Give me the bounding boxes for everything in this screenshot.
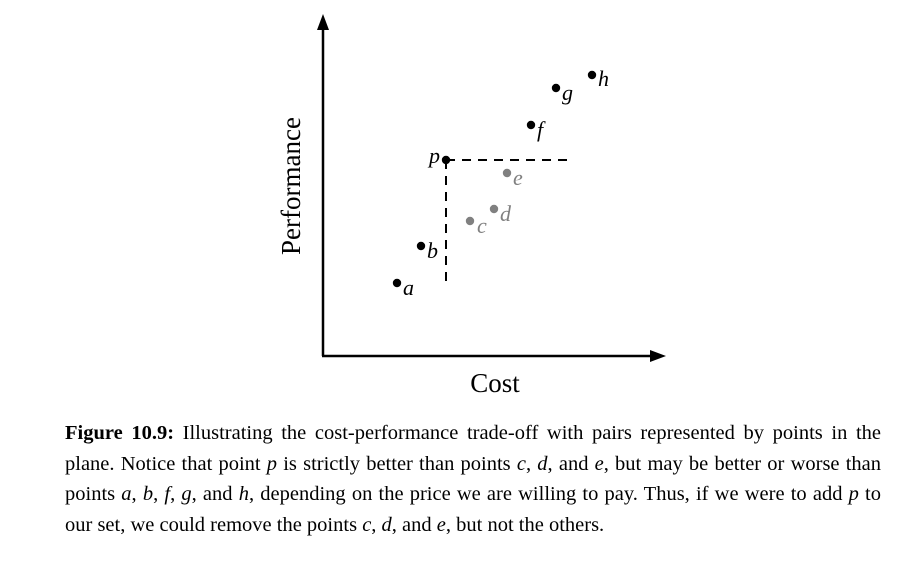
point-f-label: f	[537, 117, 546, 142]
x-axis-label: Cost	[470, 368, 520, 398]
caption-text-segment: , and	[547, 452, 595, 475]
point-g-label: g	[562, 80, 573, 105]
caption-math-symbol: p	[848, 483, 859, 505]
caption-math-symbol: g	[181, 483, 192, 505]
point-a-label: a	[403, 275, 414, 300]
point-p-marker	[441, 155, 451, 165]
point-h-label: h	[598, 66, 609, 91]
caption-math-symbol: h	[238, 483, 249, 505]
point-f-marker	[526, 120, 536, 130]
caption-math-symbol: p	[266, 452, 278, 475]
caption-text-segment: ,	[371, 513, 382, 536]
point-b-marker	[416, 241, 426, 251]
caption-text-segment: , but may be better or worse than points	[65, 452, 882, 506]
caption-math-symbol: e	[436, 513, 446, 536]
caption-text: Illustrating the cost-performance trade-…	[65, 422, 881, 536]
figure-caption: Figure 10.9: Illustrating the cost-perfo…	[65, 418, 881, 540]
point-p-label: p	[427, 143, 440, 168]
caption-text-segment: ,	[153, 483, 165, 505]
caption-math-symbol: f	[164, 483, 171, 505]
caption-text-segment: , depending on the price we are willing …	[248, 483, 849, 505]
point-c-marker	[465, 216, 475, 226]
caption-label: Figure 10.9:	[65, 422, 175, 444]
point-d-label: d	[500, 201, 512, 226]
caption-text-segment: , and	[191, 483, 239, 505]
point-e-label: e	[513, 165, 523, 190]
y-axis-arrowhead	[317, 14, 329, 30]
caption-text-segment: ,	[131, 483, 143, 505]
caption-text-segment: to our set, we could remove the points	[65, 483, 881, 536]
caption-math-symbol: b	[142, 483, 154, 505]
caption-text-segment: , and	[391, 513, 437, 536]
caption-text-segment: Illustrating the cost-performance trade-…	[65, 422, 881, 475]
point-h-marker	[587, 70, 597, 80]
point-b-label: b	[427, 238, 438, 263]
caption-math-symbol: d	[537, 452, 548, 475]
x-axis-arrowhead	[650, 350, 666, 362]
caption-math-symbol: a	[121, 483, 132, 505]
point-e-marker	[502, 168, 512, 178]
point-g-marker	[551, 83, 561, 93]
point-c-label: c	[477, 213, 487, 238]
caption-math-symbol: e	[594, 452, 604, 475]
point-a-marker	[392, 278, 402, 288]
caption-text-segment: is strictly better than points	[277, 452, 517, 475]
caption-text-segment: ,	[170, 483, 182, 505]
caption-text-segment: ,	[525, 452, 538, 475]
caption-math-symbol: d	[381, 513, 392, 536]
y-axis-label: Performance	[276, 117, 306, 255]
point-d-marker	[489, 204, 499, 214]
caption-math-symbol: c	[362, 513, 372, 536]
caption-text-segment: , but not the others.	[445, 513, 605, 536]
caption-math-symbol: c	[516, 452, 526, 475]
